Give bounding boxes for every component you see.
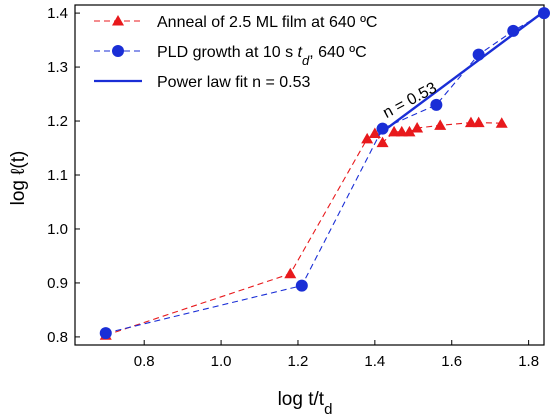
legend-text-part: Anneal of 2.5 ML film at 640 ºC [157, 14, 377, 31]
anneal-point [368, 127, 381, 138]
y-tick-label: 1.2 [47, 113, 68, 130]
anneal-point [376, 136, 389, 148]
pld-point [295, 279, 308, 292]
x-axis-label: log t/td [278, 389, 333, 418]
anneal-point [284, 267, 297, 279]
y-axis-ticks: 0.8 0.9 1.0 1.1 1.2 1.3 1.4 [47, 5, 80, 346]
anneal-point [388, 125, 401, 137]
series-line-2 [377, 10, 545, 136]
x-tick-label: 1.6 [441, 353, 462, 370]
y-tick-label: 0.8 [47, 329, 68, 346]
anneal-point [395, 125, 408, 137]
x-axis-ticks: 0.8 1.0 1.2 1.4 1.6 1.8 [134, 340, 539, 370]
legend: Anneal of 2.5 ML film at 640 ºC PLD growt… [94, 14, 377, 91]
pld-point [376, 122, 389, 135]
legend-text-part: , 640 ºC [309, 44, 366, 61]
legend-label-2: Power law fit n = 0.53 [157, 74, 311, 91]
legend-label-1: PLD growth at 10 s td, 640 ºC [157, 44, 367, 68]
x-tick-label: 0.8 [134, 353, 155, 370]
legend-marker-triangle [112, 15, 124, 26]
anneal-point [434, 119, 447, 130]
legend-marker-circle [112, 45, 124, 57]
anneal-point [464, 116, 477, 128]
legend-text-part: d [302, 53, 310, 68]
annotation-layer: n = 0.53 [380, 79, 440, 121]
pld-point [430, 98, 443, 111]
anneal-point [495, 117, 508, 128]
pld-point [507, 24, 520, 37]
anneal-point [361, 132, 374, 144]
anneal-point [403, 125, 416, 137]
slope-annotation: n = 0.53 [380, 79, 440, 121]
x-tick-label: 1.4 [364, 353, 385, 370]
legend-text-part: t [298, 44, 303, 61]
x-tick-label: 1.8 [518, 353, 539, 370]
legend-label-0: Anneal of 2.5 ML film at 640 ºC [157, 14, 377, 31]
legend-text-part: Power law fit n = 0.53 [157, 74, 311, 91]
y-tick-label: 0.9 [47, 275, 68, 292]
pld-point [538, 7, 550, 20]
y-tick-label: 1.3 [47, 59, 68, 76]
pld-point [99, 327, 112, 340]
anneal-point [472, 116, 485, 128]
x-tick-label: 1.0 [211, 353, 232, 370]
x-tick-label: 1.2 [288, 353, 309, 370]
legend-text-part: PLD growth at 10 s [157, 44, 298, 61]
y-tick-label: 1.0 [47, 221, 68, 238]
y-tick-label: 1.1 [47, 167, 68, 184]
series-layer [99, 7, 550, 340]
series-line-0 [105, 122, 502, 336]
y-axis-label: log ℓ(t) [8, 151, 29, 206]
y-tick-label: 1.4 [47, 5, 68, 22]
anneal-point [411, 122, 424, 133]
